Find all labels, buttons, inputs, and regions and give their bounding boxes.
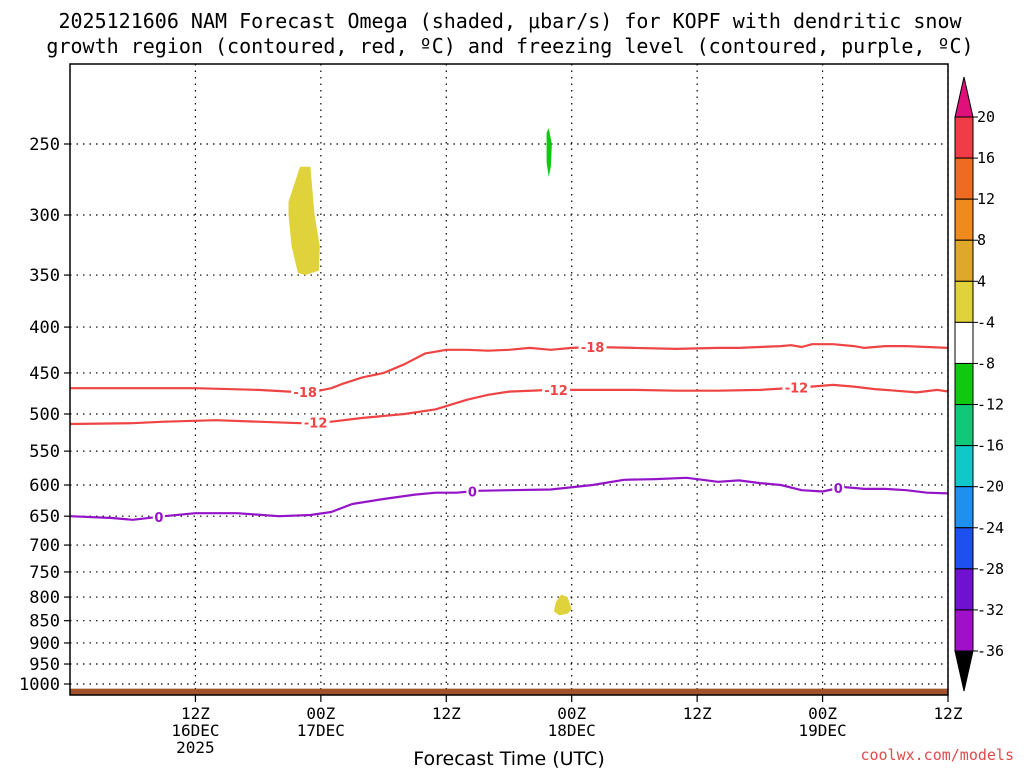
colorbar-label: -16 — [977, 437, 1004, 455]
y-tick-label: 850 — [29, 612, 60, 632]
colorbar-swatch — [954, 486, 974, 529]
contour-label-bg — [578, 339, 607, 355]
contour-line — [70, 383, 948, 426]
colorbar-swatch — [954, 321, 974, 364]
chart-title-line1: 2025121606 NAM Forecast Omega (shaded, μ… — [58, 9, 962, 33]
colorbar: 20 16 12 8 4 -4 -8 -12 -16 -20 -24 -28 -32 -36 — [954, 76, 1004, 692]
colorbar-bottom-arrow — [954, 650, 974, 692]
omega-region — [546, 128, 552, 177]
colorbar-swatch — [954, 568, 974, 611]
colorbar-label: -32 — [977, 601, 1004, 619]
contour-label: 0 — [154, 511, 163, 526]
contour-line — [70, 476, 948, 521]
y-tick-label: 750 — [29, 563, 60, 583]
colorbar-label: 20 — [977, 108, 995, 126]
y-tick-label: 950 — [29, 655, 60, 675]
y-tick-label: 800 — [29, 588, 60, 608]
y-tick-label: 400 — [29, 318, 60, 338]
colorbar-swatch — [954, 157, 974, 200]
contour-label: -18 — [581, 341, 605, 356]
x-tick-label: 12Z — [934, 704, 963, 723]
contour-label: -18 — [293, 386, 317, 401]
colorbar-swatch — [954, 404, 974, 447]
y-tick-label: 450 — [29, 364, 60, 384]
x-tick-label: 00Z — [808, 704, 837, 723]
contour-label-bg — [782, 379, 811, 395]
x-tick-label: 00Z — [557, 704, 586, 723]
chart-title-line2: growth region (contoured, red, ºC) and f… — [46, 34, 973, 58]
y-tick-label: 650 — [29, 507, 60, 527]
colorbar-swatch — [954, 239, 974, 282]
terrain-band — [70, 688, 948, 695]
y-tick-label: 700 — [29, 536, 60, 556]
colorbar-label: 16 — [977, 149, 995, 167]
colorbar-swatch — [954, 527, 974, 570]
colorbar-swatch — [954, 609, 974, 652]
colorbar-label: -24 — [977, 519, 1004, 537]
y-tick-label: 250 — [29, 135, 60, 155]
colorbar-swatch — [954, 280, 974, 323]
x-tick-label: 12Z — [432, 704, 461, 723]
contour-label-bg — [542, 381, 571, 397]
plot-grid — [70, 64, 949, 695]
pressure-axis: 2503003504004505005506006507007508008509… — [19, 135, 70, 695]
omega-region — [288, 166, 320, 276]
x-axis-label: Forecast Time (UTC) — [413, 748, 604, 768]
x-tick-label: 18DEC — [548, 721, 596, 740]
colorbar-swatch — [954, 445, 974, 488]
credit-text: coolwx.com/models — [860, 746, 1014, 764]
colorbar-label: 12 — [977, 190, 995, 208]
contour-label: 0 — [468, 485, 477, 500]
contour-label-bg — [301, 414, 330, 430]
y-tick-label: 300 — [29, 206, 60, 226]
terrain-fill — [70, 688, 948, 695]
colorbar-label: -20 — [977, 478, 1004, 496]
x-tick-label: 17DEC — [297, 721, 345, 740]
plot-frame — [69, 63, 949, 696]
contour-label: 0 — [834, 482, 843, 497]
colorbar-label: -8 — [977, 354, 995, 372]
x-tick-label: 12Z — [181, 704, 210, 723]
contour-label-bg — [832, 480, 845, 496]
omega-region — [553, 594, 572, 616]
y-tick-label: 500 — [29, 405, 60, 425]
contour-label-bg — [152, 508, 165, 524]
colorbar-swatch — [954, 116, 974, 159]
x-tick-label: 16DEC — [171, 721, 219, 740]
y-tick-label: 900 — [29, 634, 60, 654]
contour-label: -12 — [544, 384, 568, 399]
x-tick-label: 12Z — [683, 704, 712, 723]
colorbar-label: -4 — [977, 313, 995, 331]
contour-label: -12 — [304, 416, 328, 431]
x-tick-label: 00Z — [306, 704, 335, 723]
colorbar-top-arrow — [954, 76, 974, 118]
y-tick-label: 600 — [29, 476, 60, 496]
y-tick-label: 1000 — [19, 675, 60, 695]
contour-label: -12 — [785, 382, 809, 397]
contour-label-bg — [466, 483, 479, 499]
x-tick-label: 19DEC — [798, 721, 846, 740]
colorbar-label: -36 — [977, 642, 1004, 660]
colorbar-label: 8 — [977, 231, 986, 249]
omega-shading — [288, 128, 572, 616]
colorbar-label: -12 — [977, 396, 1004, 414]
colorbar-swatch — [954, 198, 974, 241]
colorbar-label: 4 — [977, 272, 986, 290]
x-tick-label: 2025 — [176, 738, 215, 757]
y-tick-label: 550 — [29, 442, 60, 462]
temperature-contours: -18 -18 -12 -12 -12 0 0 0 — [70, 339, 948, 526]
contour-label-bg — [291, 384, 320, 400]
colorbar-label: -28 — [977, 560, 1004, 578]
colorbar-swatch — [954, 362, 974, 406]
y-tick-label: 350 — [29, 266, 60, 286]
